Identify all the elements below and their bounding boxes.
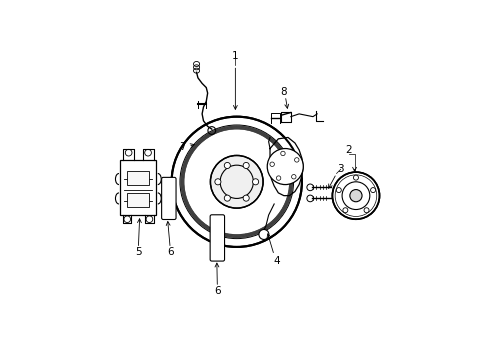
- FancyBboxPatch shape: [162, 177, 176, 220]
- Text: 2: 2: [345, 145, 352, 155]
- Text: 4: 4: [273, 256, 280, 266]
- Circle shape: [171, 117, 301, 247]
- Circle shape: [243, 162, 249, 168]
- Circle shape: [349, 190, 361, 202]
- Circle shape: [252, 179, 258, 185]
- Text: 8: 8: [280, 87, 286, 97]
- Text: 6: 6: [166, 247, 173, 257]
- Circle shape: [267, 149, 303, 185]
- Bar: [120, 159, 156, 215]
- Circle shape: [342, 208, 347, 213]
- Circle shape: [243, 195, 249, 201]
- Circle shape: [332, 172, 379, 219]
- Circle shape: [353, 175, 358, 180]
- Circle shape: [214, 179, 221, 185]
- Circle shape: [370, 188, 375, 193]
- Circle shape: [336, 188, 341, 193]
- Circle shape: [224, 162, 230, 168]
- Text: 5: 5: [135, 247, 142, 257]
- Text: 6: 6: [214, 286, 220, 296]
- Polygon shape: [269, 138, 303, 195]
- Circle shape: [224, 195, 230, 201]
- Text: 7: 7: [179, 142, 185, 152]
- Text: 3: 3: [337, 164, 344, 174]
- Bar: [127, 171, 149, 185]
- Bar: [127, 193, 149, 207]
- FancyBboxPatch shape: [210, 215, 224, 261]
- Circle shape: [363, 208, 368, 213]
- Circle shape: [210, 156, 263, 208]
- Circle shape: [259, 229, 268, 239]
- Text: 1: 1: [232, 51, 238, 61]
